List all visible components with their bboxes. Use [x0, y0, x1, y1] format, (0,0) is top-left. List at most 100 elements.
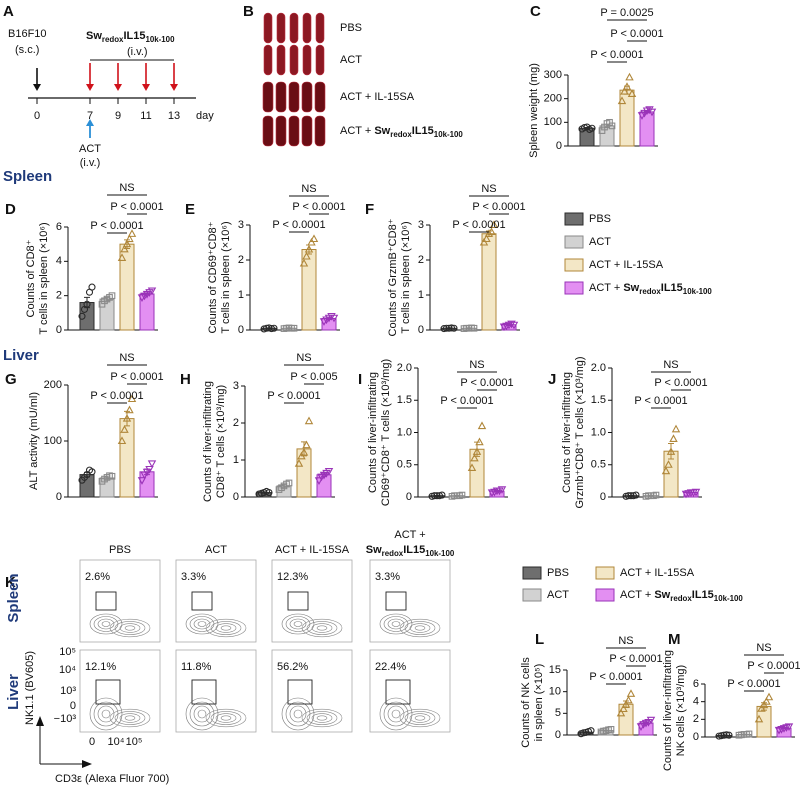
y-tick-label: 0: [556, 140, 562, 152]
contour: [109, 618, 151, 638]
y-tick-label: 0: [406, 491, 412, 503]
flow-x-tick: 10⁴: [108, 736, 125, 748]
data-point: [142, 468, 152, 477]
flow-y-tick: 0: [70, 700, 76, 712]
contour: [101, 621, 111, 627]
spleen-image: [275, 81, 287, 113]
data-point: [626, 689, 636, 697]
y-tick-label: 3: [418, 219, 424, 231]
significance-label: NS: [296, 352, 311, 364]
y-tick-label: 2: [233, 417, 239, 429]
text-segment: ACT: [547, 589, 569, 601]
y-tick-label: 1: [238, 289, 244, 301]
y-axis-label: Counts of CD8⁺: [25, 239, 37, 317]
y-axis-label: CD69⁺CD8⁺ T cells (×10³/mg): [380, 359, 392, 506]
significance-label: P < 0.005: [290, 371, 337, 383]
y-axis-label: Counts of liver-infiltrating: [367, 372, 379, 493]
panel-label: K: [5, 574, 16, 591]
text-segment: IL15: [403, 544, 425, 556]
panel-label: D: [5, 201, 16, 218]
spleen-image: [288, 81, 300, 113]
spleen-image: [262, 115, 274, 147]
data-point: [270, 324, 278, 332]
contour: [399, 708, 441, 728]
data-point: [588, 124, 596, 132]
data-point: [445, 324, 453, 332]
y-tick-label: 1: [418, 289, 424, 301]
significance-label: P < 0.0001: [727, 678, 780, 690]
data-point: [117, 436, 127, 445]
contour: [197, 709, 207, 719]
data-point: [304, 416, 314, 425]
bar: [639, 111, 655, 147]
gate-percent: 22.4%: [375, 661, 406, 673]
gate: [95, 679, 121, 705]
data-point: [294, 459, 304, 467]
panel-label: A: [3, 3, 14, 20]
legend-swatch: [522, 588, 542, 602]
spleen-image: [288, 115, 300, 147]
contour: [210, 621, 242, 635]
y-tick-label: 1.5: [397, 394, 412, 406]
panel-label: F: [365, 201, 374, 218]
tumor-label: B16F10: [8, 28, 47, 40]
text-segment: ACT + IL-15SA: [589, 259, 664, 271]
data-point: [617, 96, 627, 105]
y-tick-label: 2.0: [591, 362, 606, 374]
text-segment: redox: [670, 594, 692, 603]
text-segment: redox: [382, 549, 404, 558]
y-tick-label: 0: [238, 324, 244, 336]
spleen-image: [276, 44, 286, 76]
text-segment: 10k-100: [434, 130, 464, 139]
data-point: [120, 425, 129, 433]
legend-label: ACT + IL-15SA: [620, 567, 695, 579]
data-point: [304, 244, 314, 253]
data-point: [88, 468, 96, 476]
column-header: ACT +: [394, 529, 425, 541]
data-point: [442, 324, 451, 332]
text-segment: redox: [390, 130, 412, 139]
spleen-image: [301, 81, 313, 113]
significance-label: P < 0.0001: [610, 28, 663, 40]
image-row-label: ACT: [340, 54, 362, 66]
contour: [404, 621, 436, 635]
y-tick-label: 0: [693, 731, 699, 743]
spleen-image: [302, 44, 312, 76]
y-axis-label: Counts of liver-infiltrating: [662, 650, 674, 771]
y-tick-label: 100: [544, 116, 562, 128]
y-axis-label: CD8⁺ T cells (×10³/mg): [215, 385, 227, 498]
gate-percent: 3.3%: [375, 571, 400, 583]
data-point: [720, 731, 728, 739]
column-header: SwredoxIL1510k-100: [366, 544, 455, 558]
data-point: [125, 405, 134, 414]
contour: [185, 697, 219, 731]
gate-percent: 11.8%: [181, 661, 212, 673]
data-point: [299, 447, 309, 456]
text-segment: redox: [102, 35, 124, 44]
y-tick-label: 10: [549, 686, 561, 698]
contour: [399, 618, 441, 638]
text-segment: PBS: [340, 22, 362, 34]
y-tick-label: 1.0: [397, 426, 412, 438]
contour: [124, 625, 136, 631]
text-segment: ACT + IL-15SA: [340, 91, 415, 103]
data-point: [745, 730, 753, 738]
significance-label: P < 0.0001: [590, 49, 643, 61]
data-point: [664, 460, 673, 468]
data-point: [482, 234, 491, 243]
spleen-image: [302, 12, 312, 44]
day-label: 0: [34, 110, 40, 122]
gate-percent: 12.1%: [85, 661, 116, 673]
data-point: [147, 287, 157, 296]
data-point: [127, 229, 137, 237]
text-segment: redox: [639, 287, 661, 296]
flow-y-tick: 10³: [60, 685, 76, 697]
y-tick-label: 200: [44, 379, 62, 391]
contour: [89, 697, 123, 731]
contour: [205, 618, 247, 638]
y-axis-label: Counts of liver-infiltrating: [202, 381, 214, 502]
contour: [391, 709, 401, 719]
act-label: ACT: [79, 143, 101, 155]
flow-y-tick: 10⁵: [59, 646, 76, 658]
panel-label: B: [243, 3, 254, 20]
